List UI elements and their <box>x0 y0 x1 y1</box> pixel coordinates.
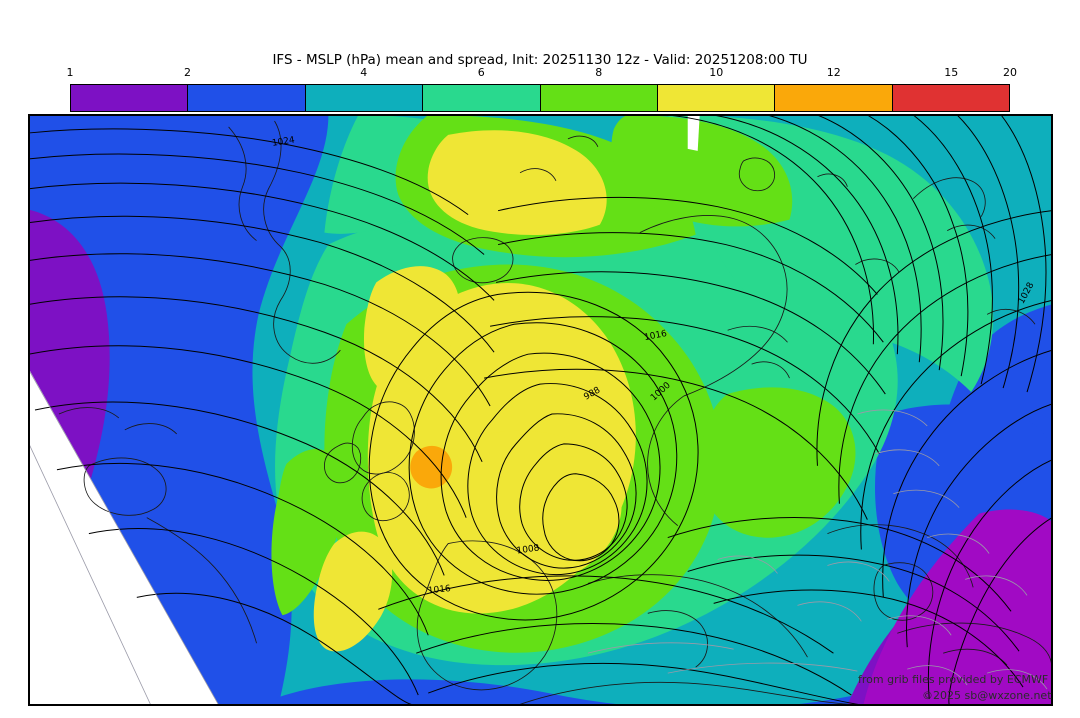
contour-label: 1016 <box>427 584 451 596</box>
spread-band-10-12-nw <box>363 266 460 394</box>
colorbar-segment-4-6 <box>305 85 424 111</box>
spread-band-10-12-sw <box>313 531 393 652</box>
spread-band-8-10-lowright <box>700 387 856 538</box>
colorbar-segment-1-2 <box>71 85 189 111</box>
colorbar-tick-10: 10 <box>709 66 724 79</box>
spread-band-8-10-left <box>271 449 345 616</box>
colorbar-tick-12: 12 <box>826 66 841 79</box>
contour-label: 1016 <box>643 329 668 343</box>
country-borders <box>29 369 1048 705</box>
colorbar-segments <box>70 84 1010 112</box>
colorbar-segment-8-10 <box>540 85 658 111</box>
colorbar-tick-labels: 1 2 4 6 8 10 12 15 20 <box>66 66 1018 82</box>
colorbar-tick-1: 1 <box>66 66 74 79</box>
colorbar-segment-2-4 <box>188 85 306 111</box>
colorbar-tick-8: 8 <box>595 66 603 79</box>
contour-label: 1024 <box>271 135 295 148</box>
map-panel: 1024 1016 1016 1008 1000 988 1028 <box>28 114 1053 706</box>
colorbar-tick-6: 6 <box>477 66 485 79</box>
no-data-gap-top <box>687 115 700 151</box>
colorbar-tick-20: 20 <box>1003 66 1017 79</box>
map-canvas: 1024 1016 1016 1008 1000 988 1028 <box>29 115 1052 705</box>
credit-source: from grib files provided by ECMWF <box>858 673 1049 686</box>
spread-band-12-15 <box>410 445 453 489</box>
colorbar-segment-10-12 <box>657 85 776 111</box>
spread-band-10-12-se <box>426 430 622 588</box>
colorbar-segment-6-8 <box>423 85 541 111</box>
colorbar-tick-4: 4 <box>360 66 368 79</box>
contour-label: 1008 <box>516 543 540 556</box>
spread-band-2-4-bottom <box>258 658 1052 705</box>
colorbar-segment-15-20 <box>892 85 1009 111</box>
mslp-contours <box>29 115 1052 705</box>
colorbar-tick-2: 2 <box>184 66 191 79</box>
colorbar-segment-12-15 <box>775 85 893 111</box>
colorbar <box>70 84 1010 112</box>
page-title: IFS - MSLP (hPa) mean and spread, Init: … <box>272 52 808 68</box>
spread-band-10-12-north <box>427 130 607 235</box>
colorbar-tick-15: 15 <box>944 66 959 79</box>
credit-copyright: ©2025 sb@wxzone.net <box>922 689 1052 702</box>
spread-band-1-2-lowerright <box>863 509 1052 705</box>
